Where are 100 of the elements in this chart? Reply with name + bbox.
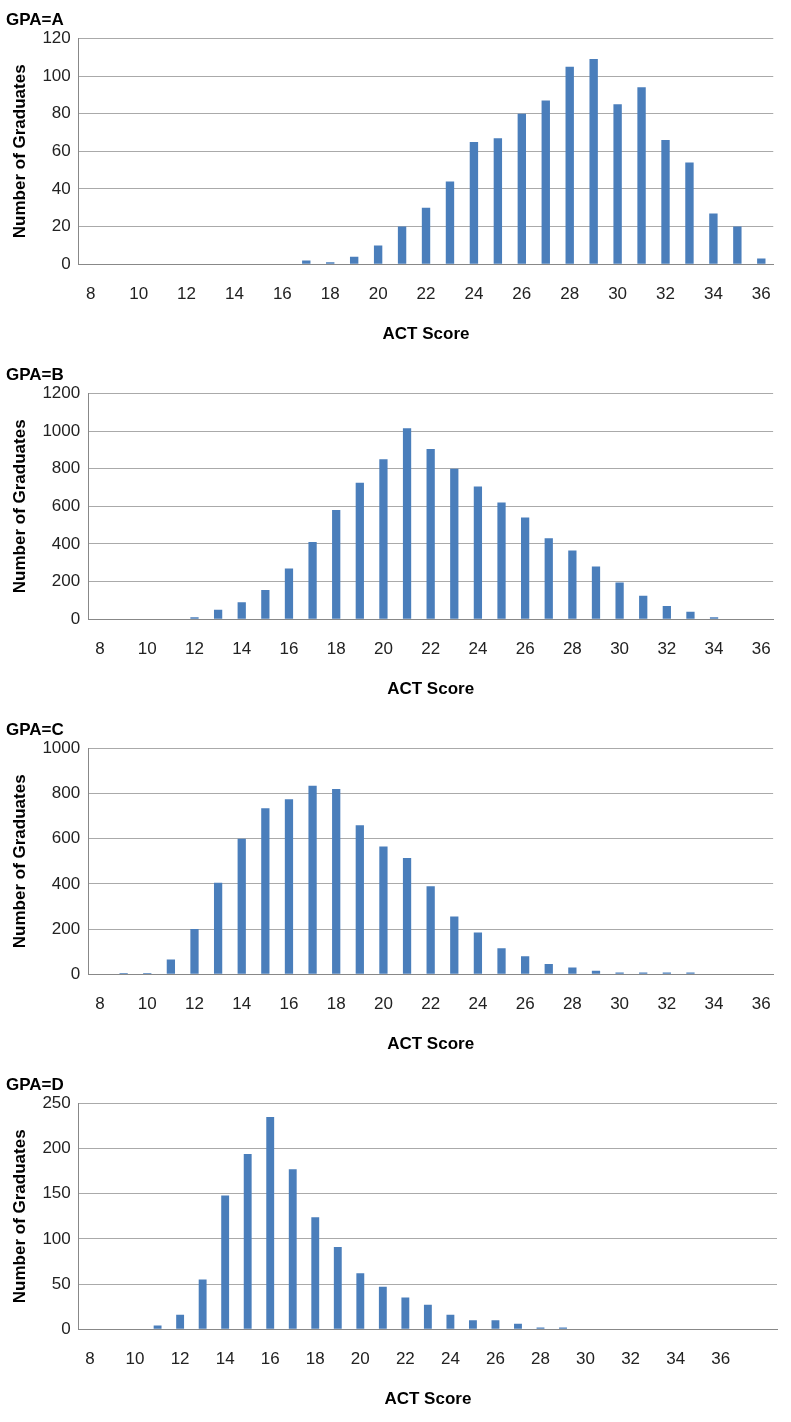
y-axis-title: Number of Graduates [9,419,29,594]
bar [450,916,459,974]
bar [639,595,648,619]
x-tick-label: 22 [421,994,441,1014]
y-tick-label: 0 [61,253,71,273]
bar [450,468,459,619]
bar [514,1323,522,1329]
bar [491,1320,500,1329]
bar [288,1169,297,1329]
x-tick-label: 36 [751,639,771,659]
bar [356,1273,365,1329]
x-tick-label: 18 [320,284,340,304]
x-tick-label: 34 [704,639,724,659]
bar [237,838,246,974]
bar [591,970,601,974]
bar [284,568,294,619]
bar [613,104,622,264]
x-tick-label: 14 [215,1349,235,1369]
bar [497,948,506,974]
x-tick-label: 18 [305,1349,325,1369]
x-tick-label: 8 [95,639,105,659]
x-tick-label: 28 [562,639,582,659]
y-tick-label: 1000 [42,420,81,440]
x-tick-label: 30 [576,1349,596,1369]
bar [473,932,483,974]
bar [662,606,671,619]
bar [541,100,550,264]
bar [544,538,553,619]
bar [591,566,601,619]
x-tick-label: 22 [416,284,436,304]
x-tick-label: 22 [395,1349,415,1369]
x-tick-label: 24 [468,994,488,1014]
x-tick-label: 32 [621,1349,641,1369]
x-tick-label: 12 [185,994,204,1014]
x-tick-label: 36 [711,1349,731,1369]
bar [544,964,553,974]
bar [445,181,455,264]
y-tick-label: 250 [42,1093,71,1113]
bar [379,846,388,974]
bar [685,162,694,264]
x-tick-label: 28 [531,1349,550,1369]
x-tick-label: 8 [95,994,105,1014]
y-tick-label: 100 [42,65,71,85]
y-tick-label: 150 [42,1183,71,1203]
y-tick-label: 200 [42,1138,71,1158]
y-tick-label: 80 [51,103,71,123]
bar [521,517,530,619]
bar [213,882,223,974]
x-tick-label: 36 [751,994,771,1014]
y-tick-label: 1000 [42,738,81,758]
x-tick-label: 24 [464,284,484,304]
bar [568,967,577,974]
x-axis-title: ACT Score [382,324,470,344]
bar [355,482,364,619]
x-tick-label: 8 [85,1349,95,1369]
bar [446,1314,455,1329]
bar [198,1279,207,1329]
x-tick-label: 10 [129,284,149,304]
y-tick-label: 60 [51,140,71,160]
bar [402,857,412,974]
x-tick-label: 26 [515,639,535,659]
x-tick-label: 12 [185,639,204,659]
x-tick-label: 28 [560,284,580,304]
bar [373,245,383,264]
x-tick-label: 26 [512,284,532,304]
y-tick-label: 50 [51,1273,71,1293]
bar [378,1286,387,1329]
y-tick-label: 800 [51,783,81,803]
y-tick-label: 0 [61,1318,71,1338]
bar [733,226,742,264]
x-tick-label: 32 [657,639,677,659]
y-tick-label: 400 [51,873,81,893]
x-tick-label: 16 [279,994,299,1014]
bar [517,113,527,264]
bar [311,1217,320,1329]
x-axis-title: ACT Score [387,679,475,699]
y-axis-title: Number of Graduates [9,64,29,239]
bar [637,87,646,264]
x-tick-label: 18 [326,994,346,1014]
bar [355,825,364,974]
bar [686,611,695,619]
x-tick-label: 10 [137,994,157,1014]
y-tick-label: 600 [51,828,81,848]
bar [757,258,766,264]
chart-title: GPA=B [6,364,64,384]
x-tick-label: 16 [272,284,292,304]
bar [308,542,317,619]
bar [401,1297,410,1329]
bar [221,1195,230,1329]
x-tick-label: 12 [177,284,196,304]
y-tick-label: 0 [70,608,81,628]
y-tick-label: 600 [51,495,81,515]
chart-title: GPA=D [6,1074,64,1094]
y-axis-title: Number of Graduates [9,774,29,949]
x-tick-label: 12 [170,1349,190,1369]
x-tick-label: 18 [326,639,346,659]
bar [176,1314,185,1329]
bar [521,956,530,974]
x-axis-title: ACT Score [387,1034,475,1054]
x-tick-label: 20 [350,1349,370,1369]
